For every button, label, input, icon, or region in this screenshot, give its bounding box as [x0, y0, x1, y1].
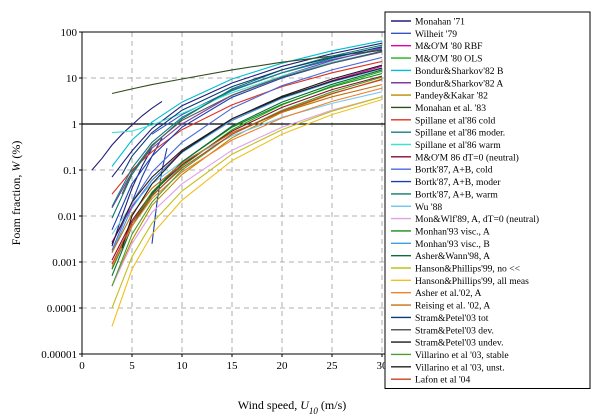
legend-label-4: Bondur&Sharkov'82 B — [415, 66, 503, 77]
extra-curve — [111, 147, 153, 247]
legend-label-13: Bortk'87, A+B, moder — [415, 177, 501, 188]
y-tick-label: 10 — [66, 73, 78, 85]
series-line-12 — [111, 56, 383, 251]
x-tick-label: 10 — [177, 360, 189, 372]
extra-curve — [91, 100, 163, 171]
series-line-10 — [111, 50, 383, 134]
series-line-4 — [111, 40, 383, 167]
series-line-27 — [111, 76, 383, 287]
legend-box — [384, 11, 591, 389]
legend-label-29: Lafon et al '04 — [415, 375, 470, 386]
legend-label-25: Stram&Petel'03 dev. — [415, 325, 494, 336]
y-tick-label: 0.001 — [52, 257, 77, 269]
y-tick-label: 0.1 — [63, 165, 77, 177]
legend-label-8: Spillane et al'86 cold — [415, 115, 496, 126]
series-line-15 — [111, 91, 383, 235]
legend-label-3: M&O'M '80 OLS — [415, 54, 482, 65]
series-line-18 — [111, 68, 383, 253]
series-line-24 — [121, 46, 383, 175]
series-line-11 — [111, 75, 383, 261]
series-line-0 — [111, 42, 383, 178]
legend-label-0: Monahan '71 — [415, 17, 465, 28]
series-line-25 — [121, 51, 383, 195]
x-tick-label: 15 — [227, 360, 239, 372]
legend-label-28: Villarino et al '03, unst. — [415, 362, 505, 373]
x-tick-label: 25 — [327, 360, 339, 372]
legend-label-18: Monhan'93 visc., B — [415, 239, 490, 250]
series-line-7 — [111, 49, 383, 95]
legend-label-20: Hanson&Phillips'99, no << — [415, 264, 520, 275]
x-axis-title: Wind speed, U10 (m/s) — [238, 398, 347, 415]
series-line-20 — [111, 96, 383, 309]
legend-label-11: M&O'M 86 dT=0 (neutral) — [415, 152, 519, 163]
legend-label-2: M&O'M '80 RBF — [415, 41, 482, 52]
series-line-23 — [111, 84, 383, 253]
series-line-14 — [111, 44, 383, 219]
legend-label-12: Bortk'87, A+B, cold — [415, 165, 493, 176]
y-tick-label: 1 — [72, 119, 78, 131]
legend-label-9: Spillane et al'86 moder. — [415, 128, 505, 139]
extra-curve — [131, 137, 163, 203]
series-line-21 — [111, 99, 383, 327]
x-tick-label: 30 — [377, 360, 389, 372]
legend-label-15: Wu '88 — [415, 202, 442, 213]
y-axis-title: Foam fraction, W (%) — [9, 141, 23, 246]
legend-label-19: Asher&Wann'98, A — [415, 251, 490, 262]
legend-label-26: Stram&Petel'03 undev. — [415, 338, 504, 349]
legend-label-23: Reising et al. '02, A — [415, 301, 490, 312]
legend-label-22: Asher et al.'02, A — [415, 288, 482, 299]
legend-label-1: Wilheit '79 — [415, 29, 457, 40]
legend-label-5: Bondur&Sharkov'82 A — [415, 78, 503, 89]
legend-label-6: Pandey&Kakar '82 — [415, 91, 488, 102]
series-line-26 — [121, 64, 383, 249]
curves — [91, 40, 383, 327]
legend-label-7: Monahan et al. '83 — [415, 103, 486, 114]
series-line-16 — [111, 96, 383, 287]
legend-label-14: Bortk'87, A+B, warm — [415, 189, 498, 200]
x-tick-label: 5 — [129, 360, 135, 372]
legend-label-24: Stram&Petel'03 tot — [415, 313, 489, 324]
x-tick-label: 20 — [277, 360, 289, 372]
legend-label-21: Hanson&Phillips'99, all meas — [415, 276, 529, 287]
series-line-29 — [111, 79, 383, 265]
y-tick-label: 0.01 — [58, 211, 77, 223]
series-line-22 — [111, 87, 383, 267]
series-line-28 — [111, 67, 383, 244]
x-tick-label: 0 — [79, 360, 85, 372]
y-tick-label: 0.0001 — [47, 303, 77, 315]
y-tick-label: 100 — [61, 27, 78, 39]
legend-label-10: Spillane et al'86 warm — [415, 140, 501, 151]
legend-label-16: Mon&Wlf'89, A, dT=0 (neutral) — [415, 214, 539, 225]
y-tick-label: 0.00001 — [41, 349, 77, 361]
legend-label-17: Monhan'93 visc., A — [415, 226, 490, 237]
legend-label-27: Villarino et al '03, stable — [415, 350, 509, 361]
